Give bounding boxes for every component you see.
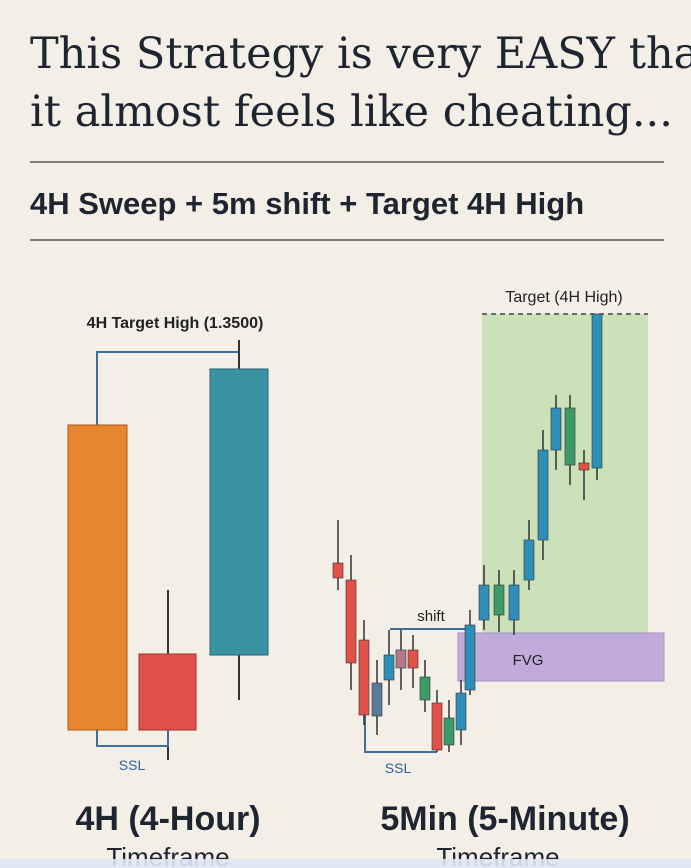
caption: 4H (4-Hour) bbox=[75, 800, 260, 838]
candle bbox=[443, 717, 455, 746]
candle bbox=[431, 702, 443, 751]
candle bbox=[564, 407, 576, 466]
shift-label: shift bbox=[417, 608, 445, 625]
target-label: 4H Target High (1.3500) bbox=[87, 315, 264, 332]
title-line: This Strategy is very EASY that bbox=[30, 29, 691, 79]
candle bbox=[455, 692, 467, 731]
candle bbox=[419, 676, 431, 701]
candle bbox=[478, 584, 490, 621]
candle bbox=[537, 449, 549, 541]
title-line: it almost feels like cheating... bbox=[30, 87, 673, 137]
fvg-label: FVG bbox=[513, 652, 544, 669]
bottom-strip bbox=[0, 859, 691, 868]
candle bbox=[138, 653, 197, 731]
candle bbox=[550, 407, 562, 451]
target-zone bbox=[482, 314, 648, 634]
ssl-label: SSL bbox=[119, 757, 146, 773]
candle bbox=[371, 682, 383, 717]
candle bbox=[67, 424, 128, 731]
subtitle: 4H Sweep + 5m shift + Target 4H High bbox=[30, 186, 584, 221]
candle bbox=[591, 313, 603, 469]
candle bbox=[345, 579, 357, 664]
candle bbox=[383, 654, 395, 681]
candle bbox=[493, 584, 505, 616]
candles bbox=[332, 313, 603, 752]
candle bbox=[464, 624, 476, 691]
candle bbox=[358, 639, 370, 716]
candle bbox=[578, 462, 590, 471]
ssl-bracket bbox=[364, 700, 437, 753]
ssl-bracket bbox=[96, 730, 169, 747]
right-chart: Target (4H High) FVG shift SSL bbox=[332, 289, 665, 776]
candle bbox=[332, 562, 344, 579]
candle bbox=[395, 649, 407, 669]
candle bbox=[508, 584, 520, 621]
candle bbox=[407, 649, 419, 669]
ssl-label: SSL bbox=[385, 760, 412, 776]
target-label: Target (4H High) bbox=[505, 289, 622, 306]
caption: 5Min (5-Minute) bbox=[380, 800, 629, 838]
candle bbox=[209, 368, 269, 656]
left-chart: 4H Target High (1.3500) SSL bbox=[67, 315, 269, 773]
candle bbox=[523, 539, 535, 581]
fvg-zone bbox=[457, 632, 665, 682]
